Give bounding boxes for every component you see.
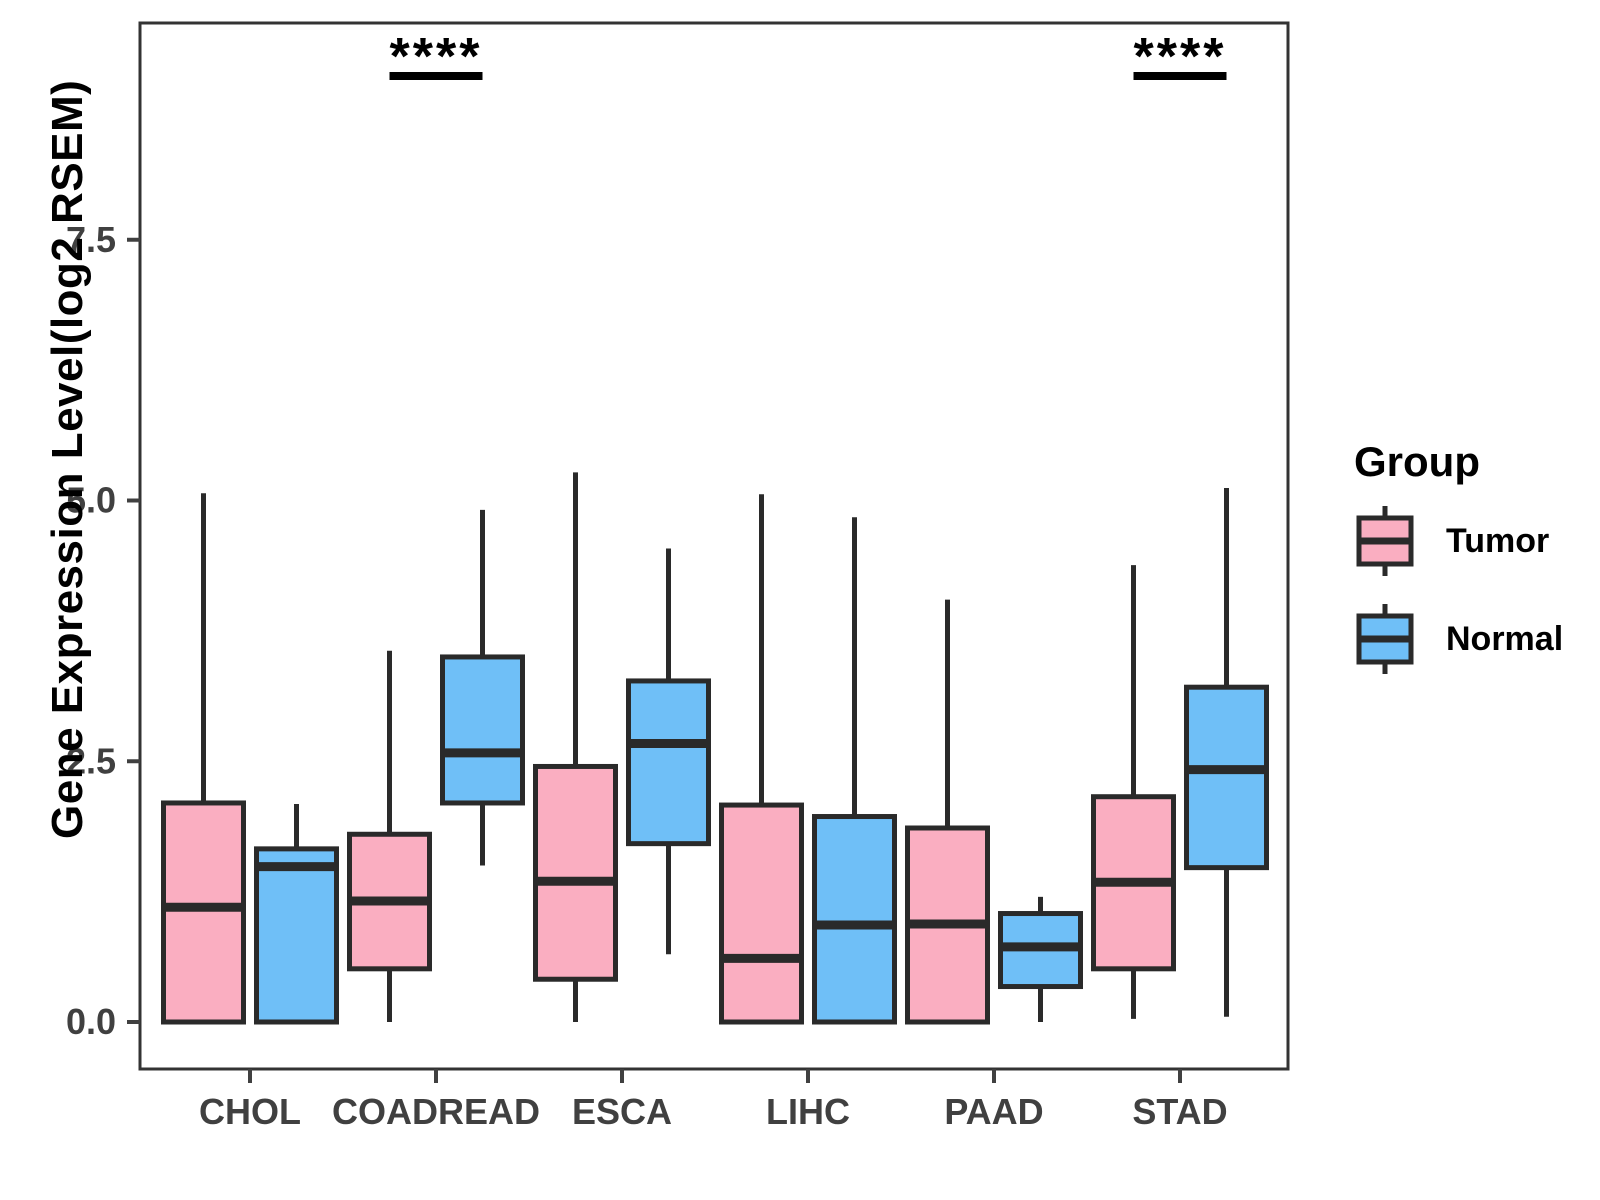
boxplot-LIHC-tumor [719, 494, 804, 1025]
panel-border [138, 21, 1290, 1071]
boxplot-ESCA-tumor [533, 472, 618, 1022]
panel-border-group [138, 21, 1290, 1071]
iqr-box [254, 846, 339, 1025]
x-tick-label: CHOL [199, 1091, 301, 1132]
y-tick-label: 2.5 [66, 740, 116, 781]
x-tick-label: ESCA [572, 1091, 672, 1132]
iqr-box [626, 678, 711, 847]
y-tick-label: 7.5 [66, 219, 116, 260]
significance-group: **** **** [389, 28, 1227, 86]
boxplot-PAAD-tumor [905, 599, 990, 1025]
boxplot-PAAD-normal [998, 896, 1083, 1022]
y-tick-label: 5.0 [66, 480, 116, 521]
iqr-box [161, 800, 246, 1025]
boxplot-STAD-tumor [1091, 565, 1176, 1019]
significance-STAD: **** [1133, 28, 1227, 86]
x-tick-label: COADREAD [332, 1091, 540, 1132]
legend-label-tumor: Tumor [1446, 521, 1550, 560]
legend-item-normal: Normal [1354, 602, 1563, 676]
x-tick-label: LIHC [766, 1091, 850, 1132]
normal-boxplot-key-icon [1356, 604, 1414, 674]
boxplots-group [161, 472, 1269, 1025]
boxplot-STAD-normal [1184, 487, 1269, 1017]
legend-title: Group [1354, 438, 1480, 485]
legend: Group Tumor Normal [1330, 438, 1563, 700]
iqr-box [719, 802, 804, 1025]
x-axis-group: CHOL COADREAD ESCA LIHC PAAD STAD [199, 1069, 1228, 1132]
y-axis-group: 0.0 2.5 5.0 7.5 [66, 219, 140, 1042]
iqr-box [1184, 684, 1269, 871]
significance-COADREAD: **** [389, 28, 483, 86]
boxplot-CHOL-tumor [161, 493, 246, 1025]
tumor-boxplot-key-icon [1356, 506, 1414, 576]
boxplot-ESCA-normal [626, 548, 711, 955]
iqr-box [812, 814, 897, 1025]
boxplot-LIHC-normal [812, 517, 897, 1025]
y-axis-title: Gene Expression Level(log2 RSEM) [43, 79, 92, 839]
boxplot-CHOL-normal [254, 804, 339, 1025]
legend-item-tumor: Tumor [1354, 504, 1563, 578]
x-tick-label: PAAD [944, 1091, 1043, 1132]
boxplot-COADREAD-tumor [347, 650, 432, 1022]
legend-label-normal: Normal [1446, 619, 1564, 658]
iqr-box [533, 763, 618, 982]
y-tick-label: 0.0 [66, 1001, 116, 1042]
iqr-box [440, 654, 525, 806]
x-tick-label: STAD [1132, 1091, 1227, 1132]
boxplot-COADREAD-normal [440, 509, 525, 866]
